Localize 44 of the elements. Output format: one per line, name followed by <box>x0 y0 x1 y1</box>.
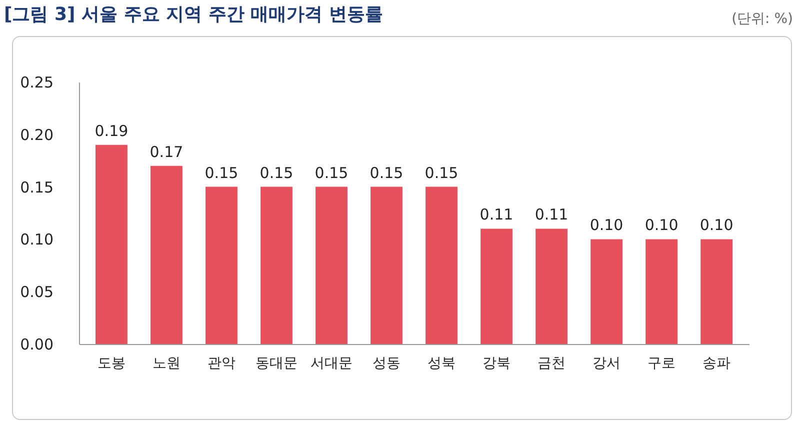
data-label: 0.15 <box>370 164 404 182</box>
data-label: 0.15 <box>424 164 458 182</box>
y-tick-label: 0.25 <box>20 74 54 92</box>
bar <box>96 144 128 344</box>
x-tick-label: 송파 <box>702 356 731 372</box>
data-label: 0.11 <box>534 206 568 224</box>
data-label: 0.19 <box>94 122 128 140</box>
x-tick-label: 관악 <box>207 356 236 372</box>
x-tick-label: 구로 <box>648 356 676 372</box>
x-tick-label: 성북 <box>428 356 456 372</box>
y-tick-label: 0.10 <box>20 230 54 249</box>
y-tick-label: 0.15 <box>20 178 54 196</box>
bar <box>646 239 678 344</box>
bar <box>206 186 238 344</box>
y-tick-label: 0.00 <box>20 336 54 354</box>
data-label: 0.10 <box>644 216 678 234</box>
x-tick-label: 도봉 <box>97 356 126 372</box>
bar <box>480 228 512 344</box>
chart-title: [그림 3] 서울 주요 지역 주간 매매가격 변동률 <box>4 3 383 26</box>
x-tick-label: 노원 <box>152 356 180 372</box>
bar <box>260 186 292 344</box>
x-tick-label: 서대문 <box>310 356 352 372</box>
data-label: 0.10 <box>700 216 734 234</box>
bar <box>426 186 458 344</box>
bar <box>370 186 402 344</box>
data-label: 0.11 <box>480 206 514 224</box>
data-label: 0.15 <box>314 164 348 182</box>
bar <box>150 166 182 344</box>
data-label: 0.10 <box>590 216 624 234</box>
text: (단위: %) <box>732 10 793 28</box>
x-tick-label: 강서 <box>592 356 621 372</box>
x-tick-label: 성동 <box>372 356 400 372</box>
x-tick-label: 동대문 <box>255 356 298 372</box>
bar <box>316 186 348 344</box>
x-tick-label: 강북 <box>482 356 511 372</box>
y-tick-label: 0.05 <box>20 283 54 302</box>
y-tick-label: 0.20 <box>20 126 54 144</box>
bar <box>700 239 732 344</box>
data-label: 0.15 <box>260 164 294 182</box>
data-label: 0.17 <box>150 142 184 161</box>
bar <box>590 239 622 344</box>
data-label: 0.15 <box>204 164 238 182</box>
x-tick-label: 금천 <box>538 356 566 372</box>
bar <box>536 228 568 344</box>
